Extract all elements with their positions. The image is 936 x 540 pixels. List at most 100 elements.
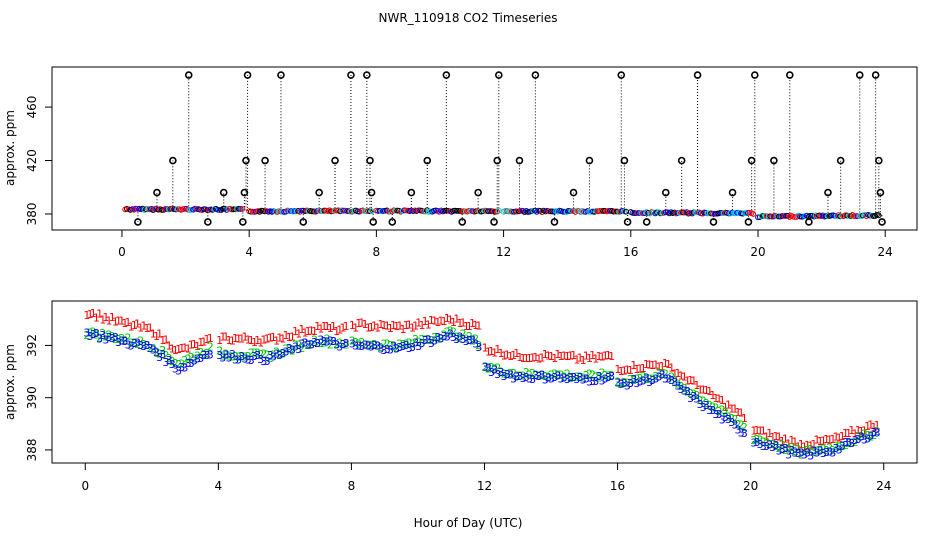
series-2-point: 2 bbox=[693, 389, 700, 402]
top-baseline-point bbox=[453, 207, 460, 214]
series-3-point: 3 bbox=[102, 333, 109, 346]
series-3-point: 3 bbox=[504, 368, 511, 381]
series-1-point: 1 bbox=[624, 364, 631, 377]
series-1-point: 1 bbox=[374, 321, 381, 334]
top-outlier-point bbox=[747, 156, 756, 165]
series-1-point: 1 bbox=[267, 331, 274, 344]
series-2-point: 2 bbox=[735, 418, 742, 431]
top-baseline-point bbox=[237, 206, 244, 212]
series-2-point: 2 bbox=[314, 337, 321, 350]
series-2-point: 2 bbox=[836, 440, 843, 453]
series-1-point: 1 bbox=[637, 363, 644, 376]
top-baseline-point bbox=[158, 207, 165, 213]
bottom-y-tick-label: 388 bbox=[25, 438, 39, 461]
series-3-point: 3 bbox=[845, 436, 852, 449]
series-3-point: 3 bbox=[637, 375, 644, 388]
series-1-point: 1 bbox=[317, 323, 324, 336]
series-2-point: 2 bbox=[235, 350, 242, 363]
series-2-point: 2 bbox=[731, 413, 738, 426]
series-2-point: 2 bbox=[488, 361, 495, 374]
series-3-point: 3 bbox=[444, 331, 451, 344]
series-3-point: 3 bbox=[267, 349, 274, 362]
series-2-point: 2 bbox=[728, 412, 735, 425]
series-3-point: 3 bbox=[188, 357, 195, 370]
bottom-y-tick-label: 392 bbox=[25, 334, 39, 357]
series-2-point: 2 bbox=[418, 333, 425, 346]
top-outlier-point bbox=[184, 71, 193, 79]
series-1-point: 1 bbox=[851, 428, 858, 441]
series-3-point: 3 bbox=[178, 361, 185, 374]
series-1-point: 1 bbox=[867, 418, 874, 431]
series-3-point: 3 bbox=[257, 353, 264, 366]
series-3-point: 3 bbox=[728, 416, 735, 429]
series-1-point: 1 bbox=[855, 424, 862, 437]
top-y-axis: 380 420 460 bbox=[25, 96, 53, 225]
series-1-point: 1 bbox=[504, 348, 511, 361]
series-2-point: 2 bbox=[153, 345, 160, 358]
series-3-point: 3 bbox=[112, 331, 119, 344]
top-baseline-point bbox=[567, 208, 573, 214]
series-2-point: 2 bbox=[599, 366, 606, 379]
series-3-point: 3 bbox=[516, 370, 523, 383]
bottom-x-tick-label: 24 bbox=[876, 479, 891, 493]
series-1-point: 1 bbox=[539, 352, 546, 365]
series-2-point: 2 bbox=[649, 372, 656, 385]
series-1-point: 1 bbox=[115, 315, 122, 328]
series-3-point: 3 bbox=[295, 343, 302, 356]
series-2-point: 2 bbox=[270, 348, 277, 361]
series-3-point: 3 bbox=[283, 346, 290, 359]
series-1-point: 1 bbox=[90, 307, 97, 320]
series-1-point: 1 bbox=[674, 367, 681, 380]
top-baseline-point bbox=[476, 208, 483, 215]
series-2-point: 2 bbox=[820, 442, 827, 455]
series-2-point: 2 bbox=[371, 338, 378, 351]
series-2-point: 2 bbox=[766, 438, 773, 451]
series-3-point: 3 bbox=[731, 418, 738, 431]
series-1-point: 1 bbox=[260, 333, 267, 346]
series-2-point: 2 bbox=[121, 334, 128, 347]
top-baseline-point bbox=[466, 207, 472, 214]
series-1-point: 1 bbox=[709, 389, 716, 402]
series-2-point: 2 bbox=[795, 443, 802, 456]
series-2-point: 2 bbox=[425, 333, 432, 346]
top-outlier-point bbox=[277, 71, 285, 79]
series-1-point: 1 bbox=[475, 319, 482, 332]
series-1-point: 1 bbox=[466, 320, 473, 333]
series-3-point: 3 bbox=[147, 342, 154, 355]
series-1-point: 1 bbox=[150, 328, 157, 341]
series-2-point: 2 bbox=[87, 326, 94, 339]
series-2-point: 2 bbox=[330, 335, 337, 348]
series-1-point: 1 bbox=[336, 323, 343, 336]
series-1-point: 1 bbox=[595, 350, 602, 363]
series-1-point: 1 bbox=[330, 320, 337, 333]
series-2-point: 2 bbox=[368, 339, 375, 352]
top-outlier-point bbox=[474, 188, 482, 197]
series-3-point: 3 bbox=[204, 349, 211, 362]
series-3-point: 3 bbox=[576, 371, 583, 384]
series-1-point: 1 bbox=[308, 325, 315, 338]
series-1-point: 1 bbox=[573, 353, 580, 366]
series-1-point: 1 bbox=[494, 343, 501, 356]
series-1-point: 1 bbox=[102, 311, 109, 324]
series-3-point: 3 bbox=[137, 339, 144, 352]
series-3-point: 3 bbox=[542, 373, 549, 386]
series-1-point: 1 bbox=[529, 352, 536, 365]
series-2-point: 2 bbox=[703, 397, 710, 410]
series-2-point: 2 bbox=[140, 338, 147, 351]
series-2-point: 2 bbox=[716, 405, 723, 418]
series-3-point: 3 bbox=[836, 443, 843, 456]
series-1-point: 1 bbox=[741, 412, 748, 425]
series-1-point: 1 bbox=[703, 384, 710, 397]
top-outlier-point bbox=[407, 188, 416, 197]
series-3-point: 3 bbox=[330, 335, 337, 348]
series-2-point: 2 bbox=[551, 368, 558, 381]
bottom-x-axis: 0 4 8 12 16 20 24 bbox=[81, 462, 891, 493]
series-2-point: 2 bbox=[637, 372, 644, 385]
series-1-point: 1 bbox=[207, 332, 214, 345]
series-1-point: 1 bbox=[298, 323, 305, 336]
series-1-point: 1 bbox=[324, 320, 331, 333]
series-1-point: 1 bbox=[652, 359, 659, 372]
series-2-point: 2 bbox=[289, 345, 296, 358]
series-3-point: 3 bbox=[551, 371, 558, 384]
series-3-point: 3 bbox=[851, 434, 858, 447]
